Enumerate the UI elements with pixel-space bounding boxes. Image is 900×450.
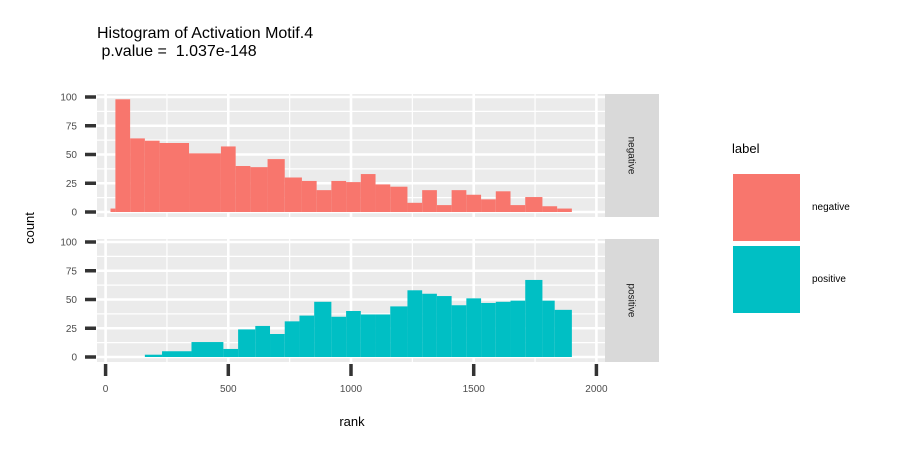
histogram-bar-positive — [191, 342, 224, 357]
histogram-bar-negative — [525, 197, 543, 212]
histogram-bar-positive — [466, 298, 482, 357]
legend-key-positive — [733, 246, 800, 313]
histogram-bar-negative — [144, 140, 160, 212]
histogram-bar-negative — [235, 166, 251, 212]
histogram-bar-negative — [375, 184, 391, 212]
x-axis: 0 500 1000 1500 2000 — [103, 364, 608, 395]
histogram-bar-negative — [407, 202, 423, 212]
histogram-bar-negative — [495, 191, 511, 212]
x-axis-title: rank — [339, 414, 365, 429]
histogram-bar-positive — [510, 300, 526, 357]
legend-title: label — [732, 141, 760, 156]
histogram-bar-negative — [422, 190, 437, 212]
histogram-bar-negative — [189, 153, 221, 212]
histogram-bar-negative — [331, 180, 347, 212]
histogram-bar-positive — [525, 279, 543, 357]
chart-subtitle: p.value = 1.037e-148 — [97, 43, 257, 60]
histogram-bar-negative — [557, 208, 572, 212]
histogram-bar-positive — [360, 314, 376, 357]
histogram-bar-positive — [554, 309, 572, 357]
histogram-bar-negative — [301, 180, 317, 212]
panel-negative: 0 25 50 75 100 negative — [60, 93, 659, 219]
histogram-bar-negative — [466, 194, 482, 212]
y-tick-label: 50 — [66, 295, 78, 306]
x-tick-label: 1000 — [340, 384, 363, 395]
histogram-bar-positive — [407, 290, 423, 357]
histogram-bar-positive — [162, 351, 192, 357]
histogram-bar-positive — [390, 306, 408, 357]
legend-label-positive: positive — [812, 274, 846, 285]
histogram-bar-negative — [115, 99, 131, 212]
histogram-bar-positive — [223, 348, 239, 357]
histogram-bar-positive — [314, 301, 332, 357]
histogram-bar-negative — [220, 146, 236, 212]
histogram-bar-negative — [159, 143, 190, 212]
histogram-bar-negative — [436, 205, 452, 212]
histogram-bar-positive — [542, 300, 555, 357]
facet-strip-label: positive — [626, 284, 637, 318]
y-tick-label: 50 — [66, 150, 78, 161]
legend-keys: negative positive — [733, 174, 850, 313]
panel-positive: 0 25 50 75 100 positive — [60, 238, 659, 364]
y-tick-label: 75 — [66, 266, 78, 277]
y-tick-label: 25 — [66, 324, 78, 335]
histogram-bar-negative — [481, 199, 496, 212]
histogram-bar-positive — [346, 311, 361, 357]
histogram-bar-positive — [284, 321, 300, 357]
facet-panels: 0 25 50 75 100 negative 0 25 50 75 100 positive — [60, 93, 659, 364]
histogram-bar-positive — [270, 334, 285, 357]
histogram-bar-negative — [451, 190, 467, 212]
legend-key-negative — [733, 174, 800, 241]
histogram-bar-positive — [451, 305, 467, 357]
histogram-bar-negative — [542, 206, 558, 212]
y-axis-title: count — [22, 212, 37, 244]
chart-title: Histogram of Activation Motif.4 — [97, 25, 313, 42]
x-tick-label: 500 — [220, 384, 237, 395]
histogram-bar-positive — [422, 293, 437, 357]
histogram-bar-negative — [360, 174, 376, 212]
histogram-bar-positive — [375, 314, 391, 357]
histogram-bar-negative — [390, 186, 408, 212]
histogram-bar-negative — [284, 177, 302, 212]
histogram-bar-positive — [255, 325, 271, 357]
histogram-bar-positive — [495, 301, 511, 357]
x-tick-label: 0 — [103, 384, 109, 395]
facet-strip — [605, 239, 659, 362]
x-tick-label: 2000 — [585, 384, 608, 395]
histogram-bar-positive — [436, 296, 452, 357]
y-tick-label: 0 — [71, 353, 77, 364]
histogram-bar-positive — [238, 329, 256, 357]
histogram-bar-negative — [510, 205, 526, 212]
histogram-bar-positive — [144, 354, 163, 357]
y-tick-label: 100 — [60, 93, 77, 104]
histogram-bar-positive — [331, 316, 347, 357]
histogram-bar-negative — [130, 138, 145, 212]
x-tick-label: 1500 — [463, 384, 486, 395]
y-tick-label: 25 — [66, 179, 78, 190]
y-tick-label: 0 — [71, 208, 77, 219]
y-tick-label: 75 — [66, 121, 78, 132]
legend-label-negative: negative — [812, 202, 850, 213]
facet-strip-label: negative — [626, 137, 637, 175]
histogram-bar-negative — [250, 167, 268, 212]
histogram-bar-negative — [346, 182, 361, 212]
legend: label negative positive — [732, 141, 850, 313]
facet-strip — [605, 94, 659, 217]
histogram-bar-positive — [481, 302, 496, 357]
histogram-bar-negative — [110, 208, 116, 212]
histogram-bar-positive — [299, 315, 315, 357]
y-tick-label: 100 — [60, 238, 77, 249]
histogram-bar-negative — [316, 190, 332, 212]
histogram-bar-negative — [267, 159, 285, 212]
